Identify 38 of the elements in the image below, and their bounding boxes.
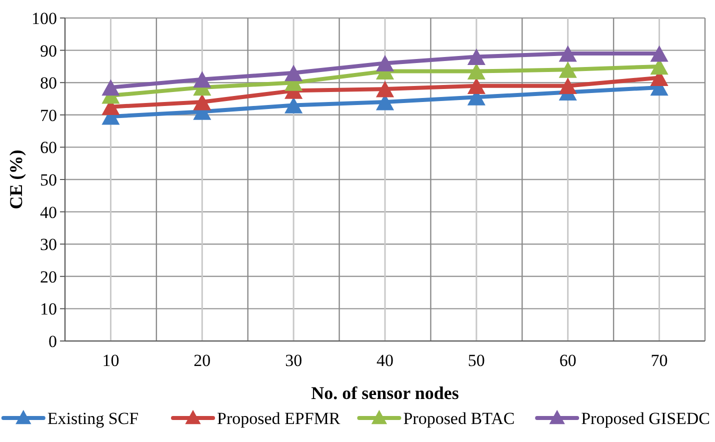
x-tick-label: 70 — [650, 351, 668, 370]
point — [193, 94, 212, 110]
legend-label: Proposed EPFMR — [217, 409, 341, 428]
point — [193, 71, 212, 88]
point — [558, 61, 577, 78]
point — [558, 45, 577, 62]
point — [284, 96, 303, 114]
y-tick-label: 40 — [40, 202, 57, 222]
y-tick-label: 30 — [40, 235, 57, 254]
y-tick-label: 90 — [40, 41, 57, 60]
y-tick-label: 100 — [32, 8, 57, 28]
point — [284, 64, 303, 82]
y-axis-title: CE (%) — [6, 150, 26, 210]
x-tick-label: 50 — [468, 351, 485, 370]
point — [467, 78, 486, 94]
point — [650, 45, 668, 62]
x-tick-label: 60 — [559, 351, 576, 370]
y-tick-label: 80 — [40, 74, 57, 93]
point — [376, 55, 394, 72]
y-tick-label: 0 — [48, 332, 57, 351]
point — [467, 48, 486, 65]
x-tick-label: 10 — [102, 351, 120, 370]
y-tick-label: 20 — [40, 267, 57, 286]
legend-label: Existing SCF — [47, 409, 139, 428]
legend-label: Proposed BTAC — [403, 409, 515, 428]
point — [376, 80, 394, 98]
x-axis-title: No. of sensor nodes — [311, 383, 459, 403]
x-tick-label: 20 — [194, 351, 211, 370]
y-tick-label: 10 — [40, 300, 57, 319]
point — [558, 78, 577, 94]
y-tick-label: 50 — [40, 170, 57, 190]
point — [102, 79, 120, 96]
x-tick-label: 40 — [376, 351, 394, 370]
x-tick-label: 30 — [285, 351, 302, 370]
y-tick-label: 70 — [40, 106, 57, 125]
point — [467, 63, 486, 80]
y-tick-label: 60 — [40, 138, 57, 158]
legend-label: Proposed GISEDC — [581, 409, 710, 428]
